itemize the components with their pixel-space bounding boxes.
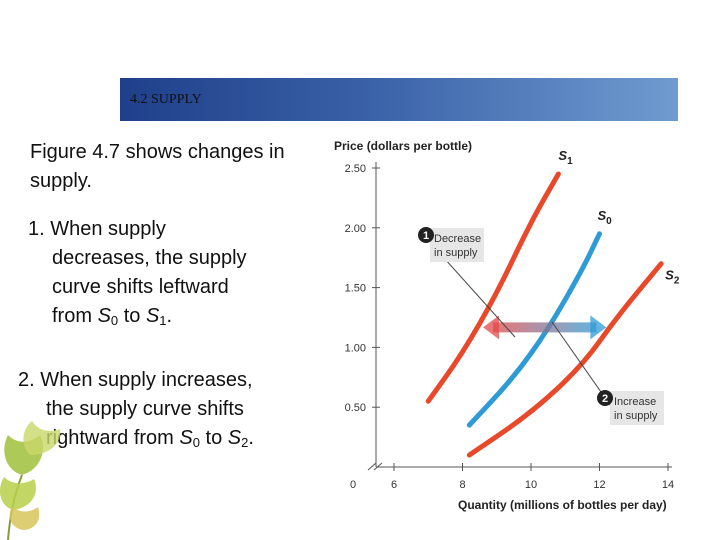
point-2-line3: rightward from S0 to S2. xyxy=(18,424,318,457)
annotation-line1: Increase xyxy=(614,396,656,408)
curve-label-s2: S2 xyxy=(665,268,680,287)
x-axis-label: Quantity (millions of bottles per day) xyxy=(458,498,667,512)
point-1-line2: decreases, the supply xyxy=(52,247,247,269)
x-tick-label: 8 xyxy=(459,479,465,491)
shift-arrow xyxy=(483,315,607,340)
y-tick-label: 2.50 xyxy=(345,163,366,175)
curve-label-s0: S0 xyxy=(598,208,613,227)
point-2-to-sub: 2 xyxy=(241,435,249,450)
axis-break-mark xyxy=(367,462,383,471)
curve-s1 xyxy=(425,171,561,404)
x-tick-label: 6 xyxy=(391,479,397,491)
point-2-from: S xyxy=(179,427,193,449)
point-1-line4-pre: from xyxy=(52,305,98,327)
point-2: 2. When supply increases, the supply cur… xyxy=(18,366,318,457)
point-1-line1: When supply xyxy=(50,218,166,240)
annotation-line2: in supply xyxy=(614,410,658,422)
point-1-line3: curve shifts leftward xyxy=(52,276,229,298)
point-2-line1: When supply increases, xyxy=(40,369,253,391)
point-1-mid: to xyxy=(118,305,146,327)
point-1-number: 1. xyxy=(28,218,45,240)
y-tick-label: 0.50 xyxy=(345,402,366,414)
point-1-to-sub: 1 xyxy=(159,313,167,328)
annotations: 1 Decrease in supply 2 Increase in supply xyxy=(418,227,664,425)
point-1-end: . xyxy=(166,305,173,327)
point-2-from-sub: 0 xyxy=(192,435,200,450)
point-2-mid: to xyxy=(199,427,228,449)
supply-curves: S1 S0 S2 xyxy=(425,148,680,458)
annotation-line2: in supply xyxy=(434,247,478,259)
shift-arrow-shaft xyxy=(493,322,597,333)
curve-s2 xyxy=(466,261,664,458)
slide-title: 4.2 SUPPLY xyxy=(130,92,202,107)
point-2-line3-pre: rightward from xyxy=(46,427,180,449)
annotation-number: 1 xyxy=(423,230,429,242)
ginkgo-leaf-decoration xyxy=(0,421,61,540)
point-2-line2: the supply curve shifts xyxy=(46,398,244,420)
x-tick-label: 10 xyxy=(525,479,537,491)
point-1-from-sub: 0 xyxy=(110,313,119,328)
point-1-from: S xyxy=(97,305,111,327)
point-1-line4: from S0 to S1. xyxy=(28,302,318,335)
x-tick-label: 12 xyxy=(593,479,605,491)
x-ticks: 6 8 10 12 14 xyxy=(391,463,674,491)
point-1-to: S xyxy=(145,305,160,327)
annotation-number: 2 xyxy=(602,393,608,405)
point-2-end: . xyxy=(248,427,254,449)
annotation-badge xyxy=(418,227,434,243)
origin-label: 0 xyxy=(350,479,356,491)
annotation-box xyxy=(610,391,664,425)
annotation-line1: Decrease xyxy=(434,233,481,245)
y-ticks: 0.50 1.00 1.50 2.00 2.50 xyxy=(345,163,380,414)
annotation-badge xyxy=(597,390,613,406)
point-2-to: S xyxy=(227,427,242,449)
curve-label-s1: S1 xyxy=(558,148,573,167)
annotation-box xyxy=(430,228,484,262)
point-2-number: 2. xyxy=(18,369,35,391)
shift-arrow-right-head xyxy=(590,315,607,340)
y-tick-label: 1.50 xyxy=(345,283,366,295)
y-tick-label: 1.00 xyxy=(345,342,366,354)
y-tick-label: 2.00 xyxy=(345,223,366,235)
title-banner: 4.2 SUPPLY xyxy=(120,78,678,121)
point-1: 1. When supply decreases, the supply cur… xyxy=(28,215,318,335)
shift-arrow-left-head xyxy=(483,315,500,340)
y-axis-label: Price (dollars per bottle) xyxy=(334,139,472,153)
supply-chart: Price (dollars per bottle) Quantity (mil… xyxy=(334,139,680,512)
curve-s0 xyxy=(466,231,602,428)
intro-text: Figure 4.7 shows changes in supply. xyxy=(30,141,285,192)
x-tick-label: 14 xyxy=(662,479,674,491)
annotation-pointer xyxy=(435,248,516,338)
